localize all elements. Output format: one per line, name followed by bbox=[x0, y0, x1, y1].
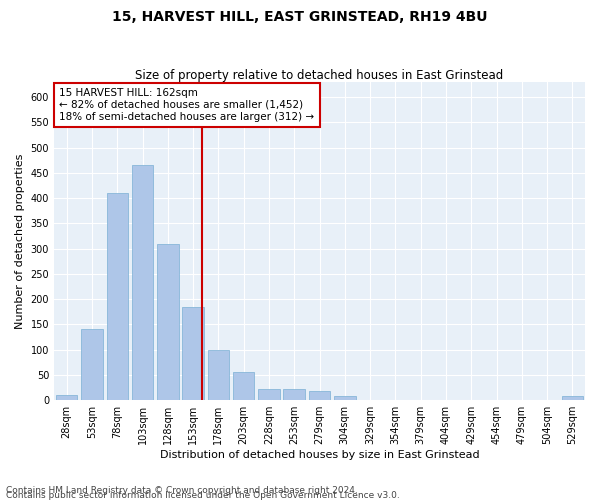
Text: Contains HM Land Registry data © Crown copyright and database right 2024.: Contains HM Land Registry data © Crown c… bbox=[6, 486, 358, 495]
Bar bbox=[258, 389, 280, 400]
Bar bbox=[132, 166, 153, 400]
Y-axis label: Number of detached properties: Number of detached properties bbox=[15, 154, 25, 329]
Bar bbox=[562, 396, 583, 400]
Bar bbox=[334, 396, 356, 400]
Title: Size of property relative to detached houses in East Grinstead: Size of property relative to detached ho… bbox=[136, 69, 503, 82]
Text: 15 HARVEST HILL: 162sqm
← 82% of detached houses are smaller (1,452)
18% of semi: 15 HARVEST HILL: 162sqm ← 82% of detache… bbox=[59, 88, 314, 122]
Bar bbox=[309, 391, 330, 400]
Text: 15, HARVEST HILL, EAST GRINSTEAD, RH19 4BU: 15, HARVEST HILL, EAST GRINSTEAD, RH19 4… bbox=[112, 10, 488, 24]
Bar bbox=[157, 244, 179, 400]
Bar bbox=[56, 395, 77, 400]
Text: Contains public sector information licensed under the Open Government Licence v3: Contains public sector information licen… bbox=[6, 491, 400, 500]
X-axis label: Distribution of detached houses by size in East Grinstead: Distribution of detached houses by size … bbox=[160, 450, 479, 460]
Bar bbox=[233, 372, 254, 400]
Bar bbox=[107, 193, 128, 400]
Bar bbox=[182, 307, 204, 400]
Bar bbox=[81, 330, 103, 400]
Bar bbox=[208, 350, 229, 400]
Bar bbox=[283, 389, 305, 400]
